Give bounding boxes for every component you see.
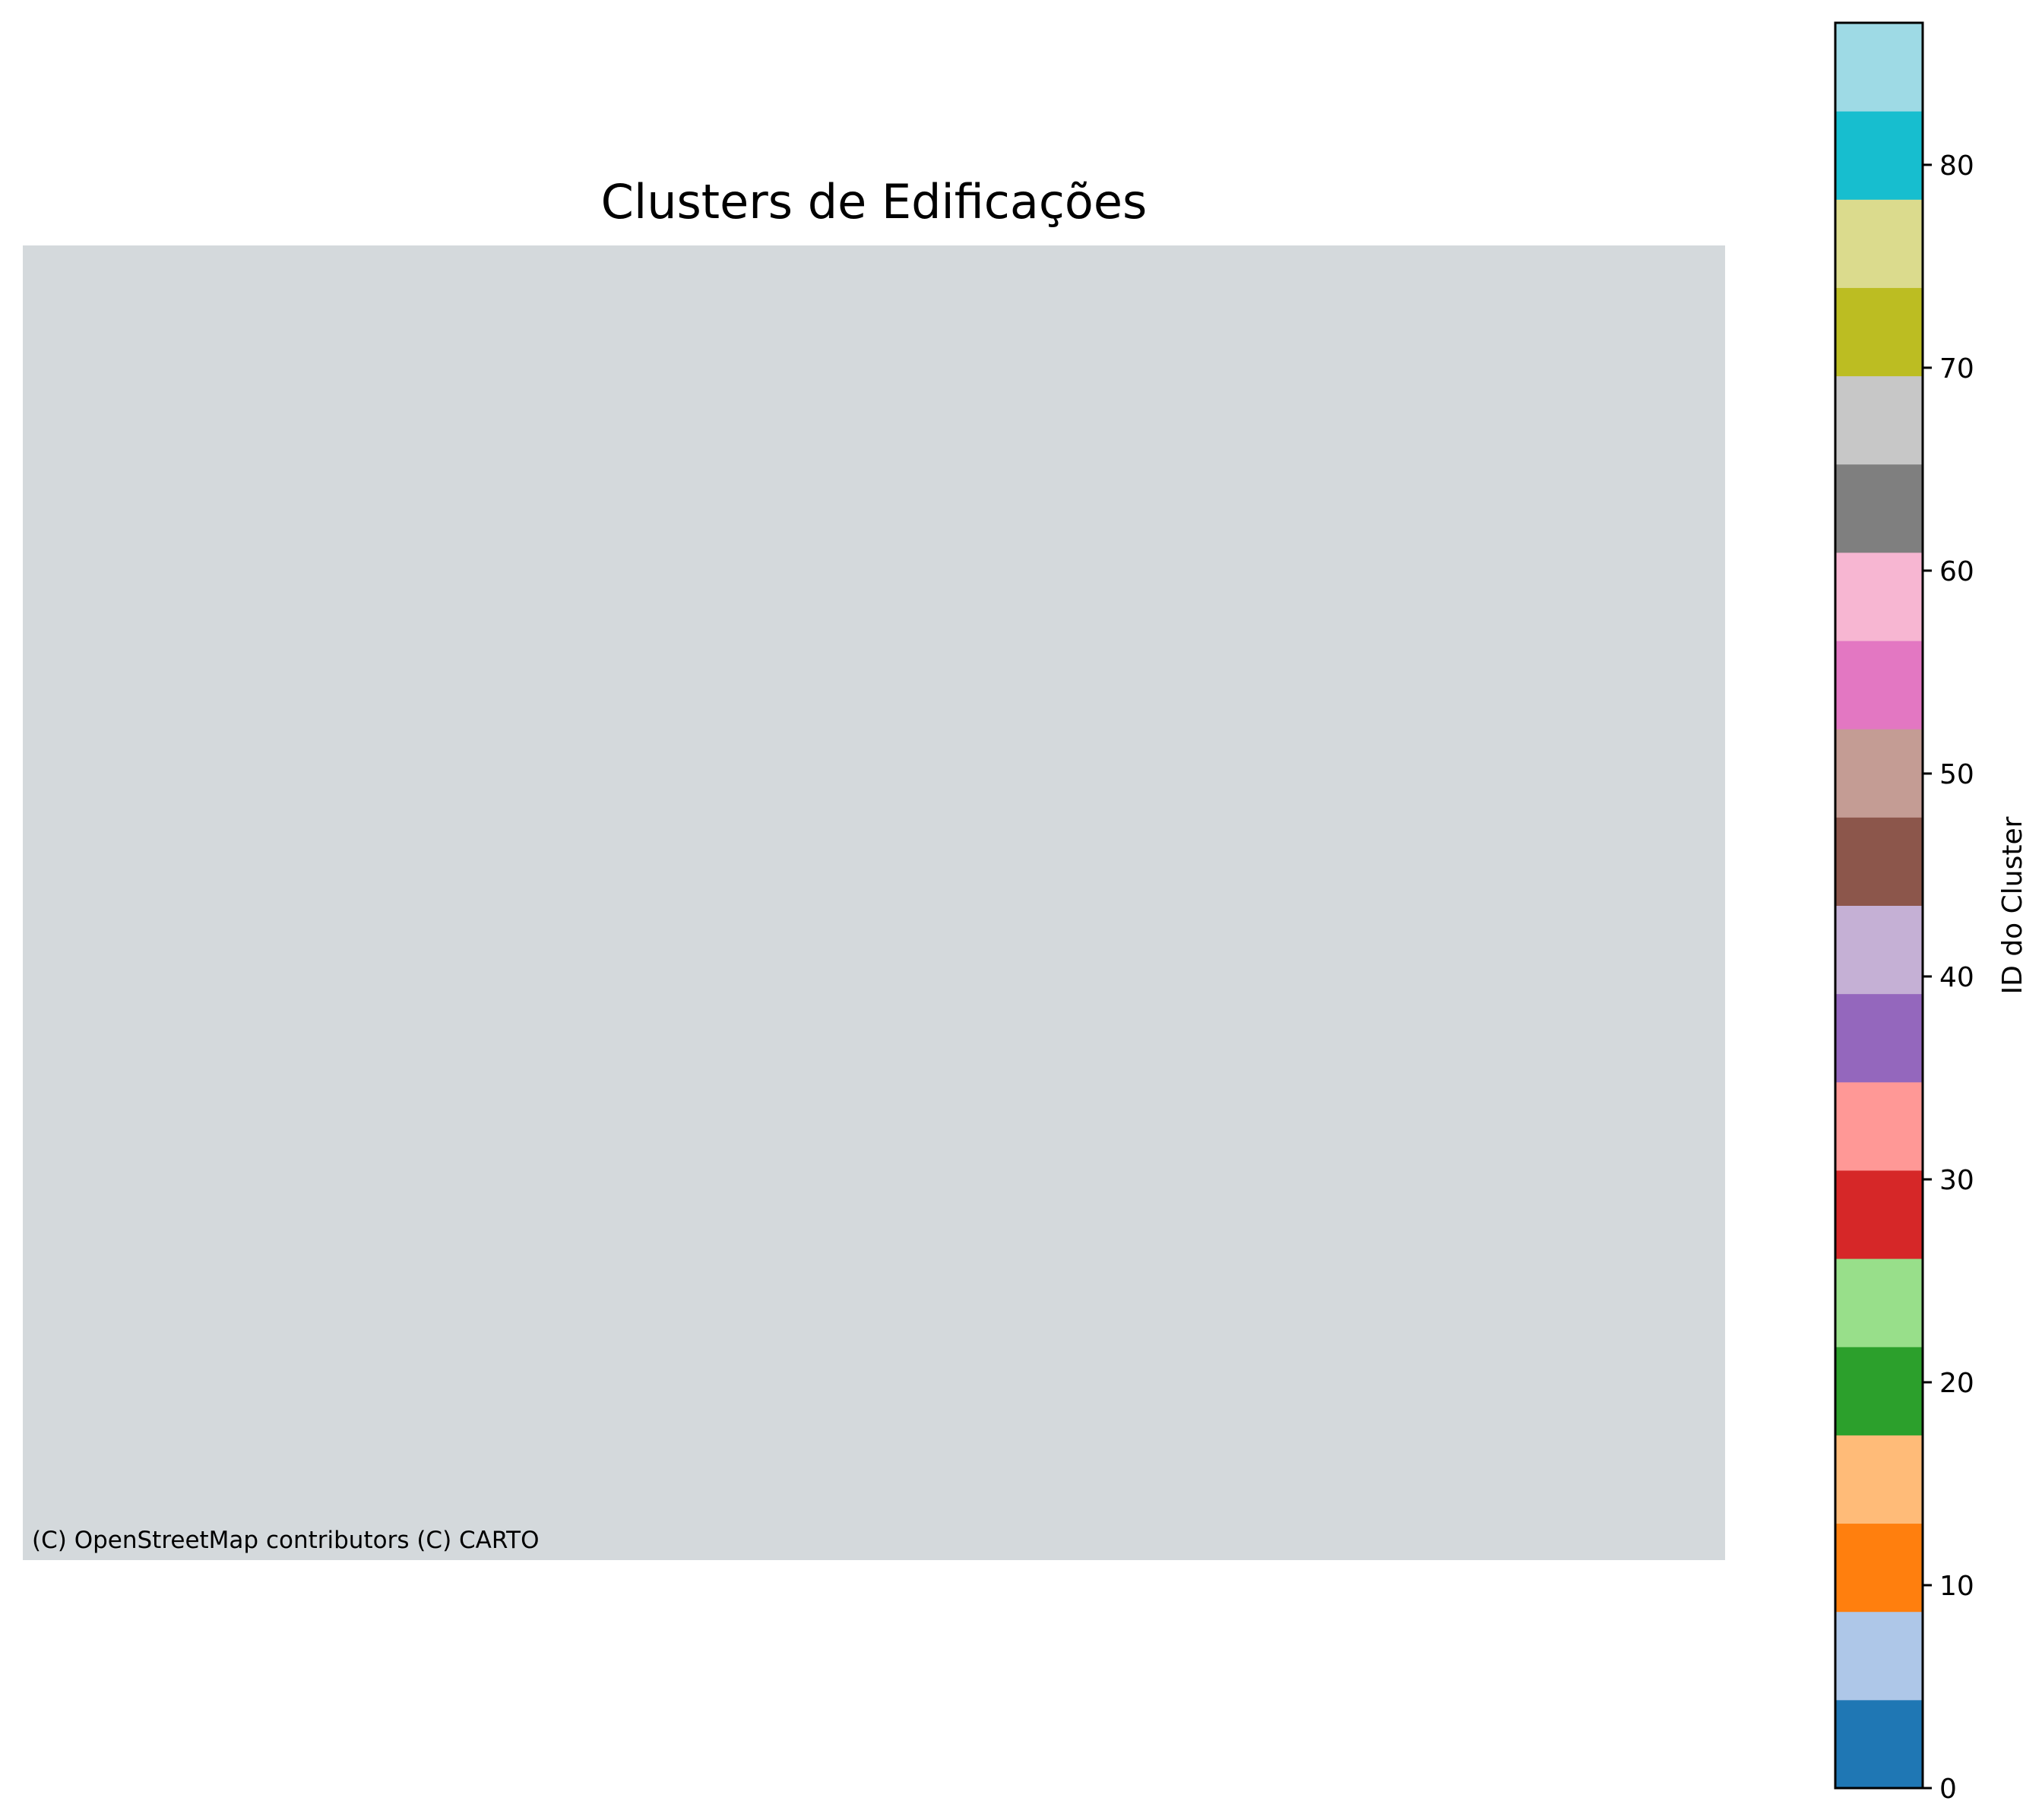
colorbar-segment: [1835, 641, 1923, 730]
colorbar-segment: [1835, 1347, 1923, 1435]
colorbar-segment: [1835, 817, 1923, 906]
colorbar-tick-label: 10: [1939, 1571, 1974, 1602]
colorbar-segment: [1835, 375, 1923, 465]
colorbar-frame: [1834, 21, 1924, 1790]
colorbar-segment: [1835, 993, 1923, 1083]
colorbar-segment: [1835, 1258, 1923, 1347]
colorbar-tick-label: 50: [1939, 759, 1974, 790]
colorbar-segment: [1835, 464, 1923, 553]
colorbar-segment: [1835, 199, 1923, 288]
colorbar-ticks: 0 10 20 30 40 50 60 70 80: [1923, 150, 1974, 1805]
colorbar-tick-label: 20: [1939, 1368, 1974, 1399]
colorbar-tick-label: 30: [1939, 1165, 1974, 1196]
colorbar-tick-label: 40: [1939, 962, 1974, 993]
colorbar-segment: [1835, 1611, 1923, 1701]
colorbar-segment: [1835, 729, 1923, 818]
colorbar-segment: [1835, 905, 1923, 995]
map-area[interactable]: (C) OpenStreetMap contributors (C) CARTO: [23, 245, 1725, 1560]
map-title: Clusters de Edificações: [600, 174, 1148, 229]
colorbar-label: ID do Cluster: [1997, 816, 2028, 994]
colorbar-segments: [1835, 23, 1923, 1789]
colorbar-segment: [1835, 287, 1923, 377]
colorbar-segment: [1835, 1081, 1923, 1171]
colorbar-segment: [1835, 1699, 1923, 1789]
colorbar-tick-label: 70: [1939, 353, 1974, 385]
colorbar-tick-label: 60: [1939, 556, 1974, 587]
colorbar-segment: [1835, 23, 1923, 112]
colorbar-tick-label: 80: [1939, 150, 1974, 182]
colorbar-segment: [1835, 552, 1923, 641]
colorbar-tick-label: 0: [1939, 1774, 1957, 1805]
colorbar-segment: [1835, 1523, 1923, 1613]
map-attribution: (C) OpenStreetMap contributors (C) CARTO: [32, 1527, 540, 1554]
colorbar-segment: [1835, 1170, 1923, 1259]
colorbar-segment: [1835, 1435, 1923, 1524]
colorbar-segment: [1835, 111, 1923, 200]
